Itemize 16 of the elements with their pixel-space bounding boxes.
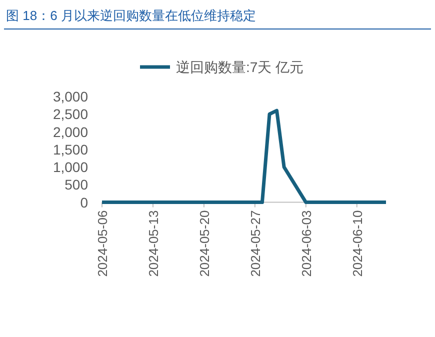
- y-tick-label: 1,500: [52, 141, 88, 158]
- y-tick-label: 2,000: [52, 124, 88, 140]
- chart-title: 图 18：6 月以来逆回购数量在低位维持稳定: [6, 8, 256, 23]
- y-tick-label: 2,500: [52, 106, 88, 122]
- x-tick-label: 2024-05-20: [196, 210, 212, 277]
- x-tick-label: 2024-06-03: [298, 210, 314, 277]
- x-tick-label: 2024-05-13: [146, 210, 161, 277]
- x-tick-label: 2024-05-06: [95, 210, 110, 277]
- y-tick-label: 0: [80, 194, 88, 210]
- y-tick-label: 1,000: [52, 159, 88, 176]
- y-tick-label: 3,000: [52, 88, 88, 104]
- legend: 逆回购数量:7天 亿元: [140, 59, 304, 75]
- x-tick-label: 2024-06-10: [350, 210, 365, 277]
- y-tick-label: 500: [64, 176, 88, 193]
- legend-label: 逆回购数量:7天 亿元: [176, 59, 304, 75]
- x-tick-label: 2024-05-27: [248, 210, 263, 277]
